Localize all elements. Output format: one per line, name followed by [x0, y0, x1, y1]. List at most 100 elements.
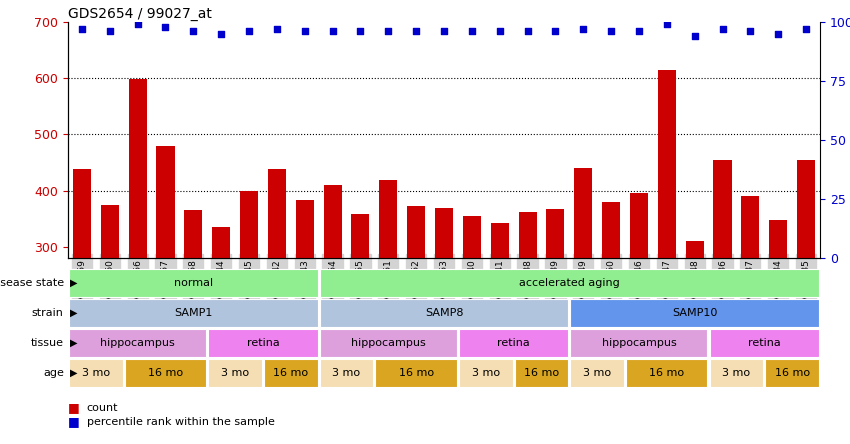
FancyBboxPatch shape	[626, 359, 707, 387]
FancyBboxPatch shape	[69, 329, 207, 357]
Text: ▶: ▶	[70, 368, 77, 378]
Bar	[575, 168, 592, 258]
Point	[354, 28, 367, 35]
Text: hippocampus: hippocampus	[602, 338, 677, 348]
Bar	[156, 146, 174, 258]
Bar	[351, 214, 370, 258]
Point	[410, 28, 423, 35]
Text: 16 mo: 16 mo	[774, 368, 810, 378]
Text: 16 mo: 16 mo	[649, 368, 684, 378]
FancyBboxPatch shape	[320, 299, 568, 327]
FancyBboxPatch shape	[710, 329, 819, 357]
Point	[214, 30, 228, 37]
Point	[799, 25, 813, 32]
FancyBboxPatch shape	[320, 329, 456, 357]
Bar	[128, 79, 147, 258]
Text: normal: normal	[173, 278, 212, 288]
Text: ▶: ▶	[70, 338, 77, 348]
Text: strain: strain	[32, 308, 64, 318]
Text: count: count	[87, 403, 118, 413]
Bar	[713, 160, 732, 258]
FancyBboxPatch shape	[570, 359, 624, 387]
Text: 3 mo: 3 mo	[82, 368, 110, 378]
Point	[159, 23, 173, 30]
Bar	[658, 70, 676, 258]
Text: 3 mo: 3 mo	[332, 368, 360, 378]
Text: age: age	[42, 368, 64, 378]
FancyBboxPatch shape	[320, 359, 373, 387]
Bar	[769, 220, 787, 258]
Point	[465, 28, 479, 35]
Bar	[296, 199, 314, 258]
Bar	[101, 205, 119, 258]
Point	[298, 28, 312, 35]
FancyBboxPatch shape	[459, 359, 513, 387]
Bar	[518, 212, 536, 258]
Bar	[602, 202, 620, 258]
Text: SAMP1: SAMP1	[174, 308, 212, 318]
Text: ■: ■	[68, 416, 80, 428]
Point	[716, 25, 729, 32]
Text: percentile rank within the sample: percentile rank within the sample	[87, 417, 275, 427]
Point	[632, 28, 646, 35]
Bar	[630, 194, 648, 258]
Point	[242, 28, 256, 35]
Point	[548, 28, 562, 35]
Text: retina: retina	[497, 338, 530, 348]
Bar	[184, 210, 202, 258]
FancyBboxPatch shape	[765, 359, 819, 387]
Text: 3 mo: 3 mo	[221, 368, 249, 378]
Text: accelerated aging: accelerated aging	[519, 278, 620, 288]
Bar	[435, 208, 453, 258]
Bar	[686, 241, 704, 258]
Text: 16 mo: 16 mo	[399, 368, 434, 378]
Text: 3 mo: 3 mo	[722, 368, 751, 378]
FancyBboxPatch shape	[459, 329, 568, 357]
FancyBboxPatch shape	[69, 359, 122, 387]
Bar	[741, 196, 759, 258]
FancyBboxPatch shape	[570, 299, 819, 327]
Bar	[407, 206, 425, 258]
Point	[521, 28, 535, 35]
Point	[437, 28, 451, 35]
Point	[688, 32, 701, 40]
Point	[744, 28, 757, 35]
Bar	[73, 169, 91, 258]
FancyBboxPatch shape	[69, 269, 318, 297]
Bar	[797, 160, 815, 258]
FancyBboxPatch shape	[69, 299, 318, 327]
Text: SAMP10: SAMP10	[672, 308, 717, 318]
Point	[660, 21, 673, 28]
FancyBboxPatch shape	[515, 359, 568, 387]
Text: 16 mo: 16 mo	[148, 368, 183, 378]
Point	[103, 28, 116, 35]
FancyBboxPatch shape	[125, 359, 207, 387]
Bar	[462, 216, 481, 258]
Bar	[547, 209, 564, 258]
Point	[131, 21, 145, 28]
Text: SAMP8: SAMP8	[425, 308, 463, 318]
Point	[493, 28, 507, 35]
Text: ■: ■	[68, 401, 80, 415]
Text: hippocampus: hippocampus	[100, 338, 175, 348]
Point	[326, 28, 339, 35]
Text: disease state: disease state	[0, 278, 64, 288]
Text: 3 mo: 3 mo	[583, 368, 611, 378]
Text: ▶: ▶	[70, 278, 77, 288]
FancyBboxPatch shape	[320, 269, 819, 297]
Text: hippocampus: hippocampus	[351, 338, 426, 348]
Bar	[268, 169, 286, 258]
Point	[576, 25, 590, 32]
FancyBboxPatch shape	[264, 359, 318, 387]
FancyBboxPatch shape	[208, 329, 318, 357]
Bar	[324, 185, 342, 258]
Bar	[379, 180, 397, 258]
Bar	[490, 222, 509, 258]
Text: 3 mo: 3 mo	[472, 368, 500, 378]
Text: tissue: tissue	[31, 338, 64, 348]
FancyBboxPatch shape	[710, 359, 763, 387]
Text: retina: retina	[748, 338, 780, 348]
Point	[382, 28, 395, 35]
Point	[270, 25, 284, 32]
Text: retina: retina	[246, 338, 280, 348]
